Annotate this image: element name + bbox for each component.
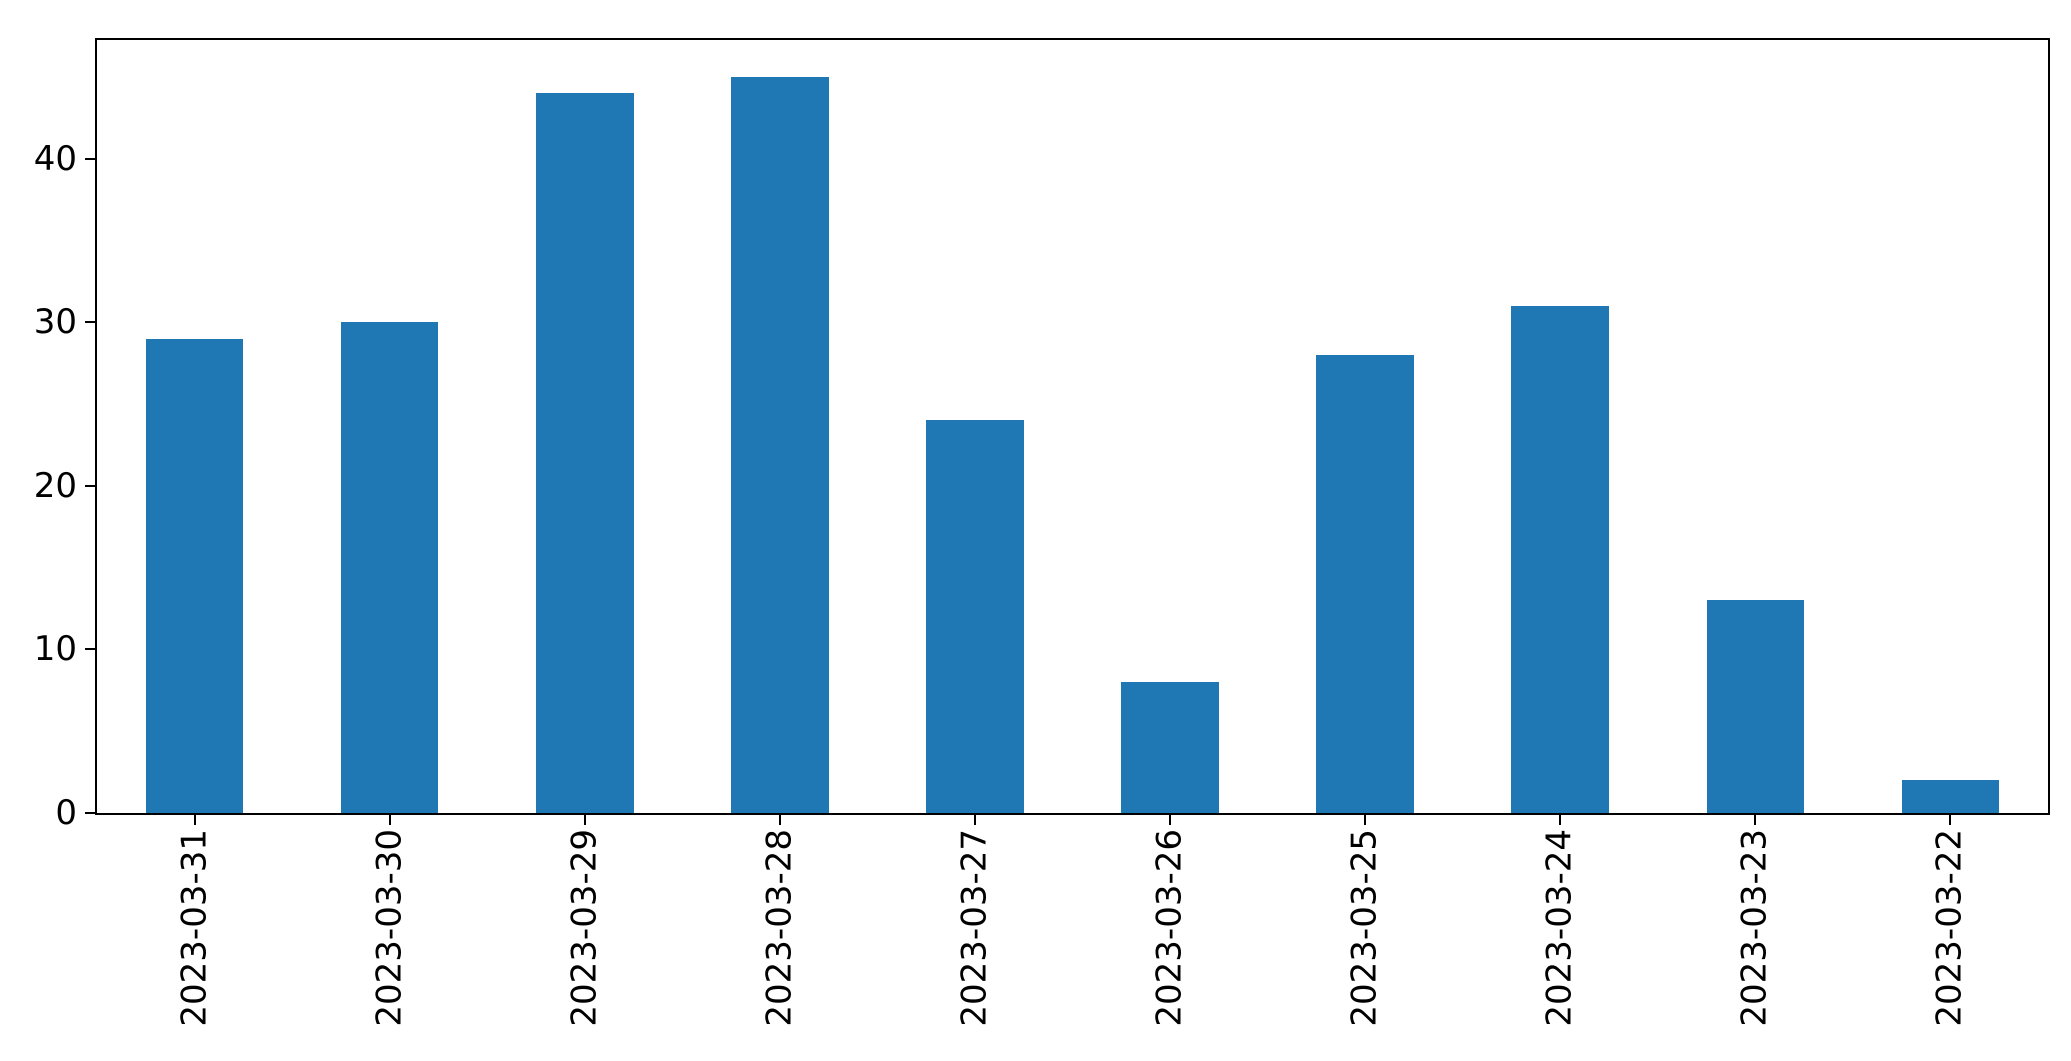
y-tick-mark	[85, 157, 95, 160]
x-tick-mark	[1364, 815, 1367, 825]
y-tick-mark	[85, 484, 95, 487]
x-tick-mark	[1169, 815, 1172, 825]
bar-2023-03-29	[535, 93, 634, 813]
x-tick-label: 2023-03-23	[1734, 829, 1775, 1027]
x-tick-mark	[583, 815, 586, 825]
bar-2023-03-30	[340, 322, 439, 813]
y-tick-mark	[85, 321, 95, 324]
y-tick-label: 40	[33, 138, 77, 179]
x-tick-label: 2023-03-30	[368, 829, 409, 1027]
bar-2023-03-31	[145, 338, 244, 813]
x-tick-label: 2023-03-22	[1929, 829, 1970, 1027]
bar-2023-03-26	[1121, 682, 1219, 813]
x-tick-label: 2023-03-27	[954, 829, 995, 1027]
x-tick-mark	[388, 815, 391, 825]
plot-area	[95, 38, 2050, 815]
y-tick-label: 10	[33, 629, 77, 670]
bar-2023-03-28	[731, 76, 829, 813]
x-tick-mark	[1949, 815, 1952, 825]
y-tick-mark	[85, 648, 95, 651]
y-tick-mark	[85, 812, 95, 814]
bars-layer	[97, 40, 2048, 813]
y-tick-label: 0	[55, 793, 77, 833]
x-tick-label: 2023-03-28	[759, 829, 800, 1027]
y-tick-label: 30	[33, 302, 77, 343]
bar-2023-03-23	[1706, 600, 1805, 813]
x-tick-mark	[1754, 815, 1757, 825]
x-tick-label: 2023-03-26	[1149, 829, 1190, 1027]
x-tick-mark	[1559, 815, 1562, 825]
x-tick-label: 2023-03-24	[1539, 829, 1580, 1027]
bar-2023-03-22	[1901, 780, 2000, 813]
y-tick-label: 20	[33, 465, 77, 506]
bar-2023-03-25	[1316, 354, 1414, 813]
x-tick-mark	[778, 815, 781, 825]
x-tick-mark	[193, 815, 196, 825]
x-tick-label: 2023-03-31	[173, 829, 214, 1027]
bar-2023-03-24	[1511, 305, 1610, 813]
bar-2023-03-27	[926, 420, 1024, 813]
x-tick-label: 2023-03-25	[1344, 829, 1385, 1027]
x-tick-mark	[973, 815, 976, 825]
x-tick-label: 2023-03-29	[564, 829, 605, 1027]
